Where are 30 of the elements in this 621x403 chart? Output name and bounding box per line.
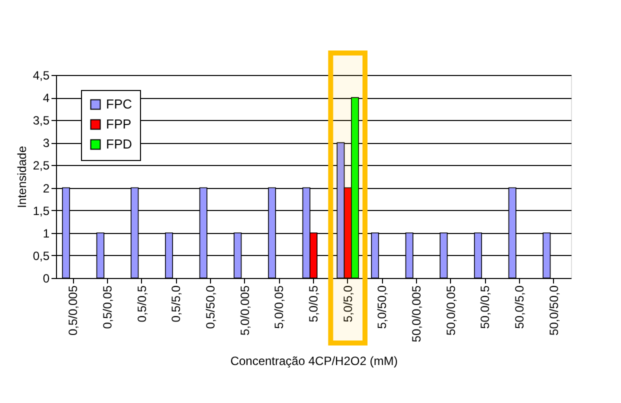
x-tick-label: 0,5/50,0 [204,285,218,329]
y-tick-label: 3 [42,136,50,150]
x-axis-title: Concentração 4CP/H2O2 (mM) [230,354,398,368]
x-tick-label: 0,5/0,005 [66,285,80,336]
x-tick-label: 50,0/0,005 [410,285,424,342]
x-tick-label: 5,0/0,05 [272,285,286,329]
y-tick-label: 4,5 [32,68,50,82]
y-tick-label: 3,5 [32,114,50,128]
legend-label: FPP [106,116,132,132]
legend-label: FPC [106,96,132,112]
y-tick-label: 1,5 [32,204,50,218]
x-tick-label: 5,0/0,5 [306,285,320,322]
x-tick-label: 0,5/5,0 [169,285,184,322]
y-tick-label: 2,5 [32,158,50,173]
x-tick-label: 0,5/0,05 [100,285,114,329]
x-tick-label: 5,0/0,005 [238,285,252,336]
y-tick-label: 0 [42,272,50,286]
x-tick-label: 50,0/0,05 [444,285,458,336]
x-tick-label: 0,5/0,5 [134,285,149,322]
y-tick-label: 1 [42,226,50,240]
x-tick-label: 50,0/0,5 [478,285,492,329]
y-tick-label: 2 [42,181,50,196]
x-tick-label: 5,0/5,0 [340,285,355,322]
y-axis-title: Intensidade [14,146,29,208]
x-tick-label: 5,0/50,0 [375,285,390,329]
x-tick-label: 50,0/5,0 [512,285,526,329]
legend-label: FPD [106,136,132,152]
x-tick-label: 50,0/50,0 [546,285,561,336]
y-tick-label: 0,5 [32,248,50,263]
y-tick-label: 4 [42,91,50,106]
